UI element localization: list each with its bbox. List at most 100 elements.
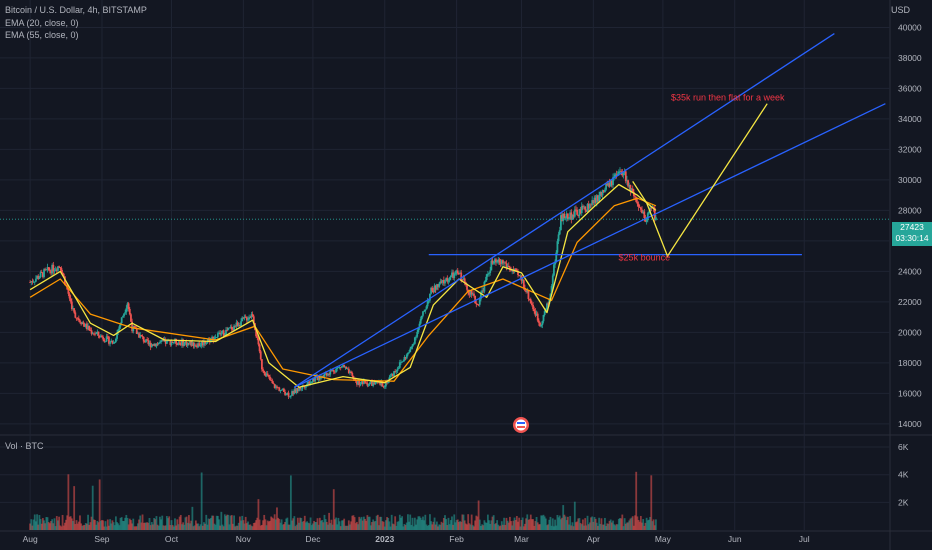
- volume-bar: [163, 525, 166, 530]
- currency-label[interactable]: USD: [890, 5, 910, 15]
- candle-body: [620, 171, 623, 173]
- flag-stripe-red: [517, 426, 525, 428]
- volume-bar: [394, 516, 397, 530]
- volume-bar: [220, 511, 223, 530]
- candle-body: [397, 367, 400, 369]
- candle-body: [458, 273, 460, 275]
- trendline-lower: [294, 103, 886, 388]
- volume-bar: [503, 517, 506, 530]
- volume-bar: [342, 520, 344, 530]
- volume-bar: [381, 521, 384, 530]
- candle-body: [480, 292, 482, 300]
- candle-body: [532, 305, 534, 310]
- candle-body: [492, 261, 495, 264]
- event-marker[interactable]: [513, 417, 529, 433]
- candle-body: [622, 172, 625, 176]
- ema20-legend[interactable]: EMA (20, close, 0): [5, 17, 79, 28]
- candle-body: [102, 337, 105, 340]
- volume-bar: [199, 524, 202, 530]
- last-price-tag: 27423 03:30:14: [892, 222, 932, 246]
- volume-bar: [183, 524, 186, 530]
- candle-body: [476, 304, 479, 305]
- volume-bar: [69, 516, 72, 530]
- candle-body: [96, 331, 99, 334]
- candle-body: [191, 342, 194, 346]
- volume-tick-label: 4K: [898, 470, 909, 480]
- volume-bar: [506, 520, 509, 530]
- candle-body: [427, 300, 430, 302]
- volume-bar: [191, 506, 194, 530]
- candle-body: [573, 209, 576, 217]
- volume-bar: [415, 524, 417, 530]
- volume-bar: [401, 516, 404, 530]
- volume-bar: [386, 517, 388, 530]
- volume-legend[interactable]: Vol · BTC: [5, 441, 44, 451]
- candle-body: [643, 211, 646, 219]
- candle-body: [335, 368, 337, 373]
- volume-bar: [55, 516, 58, 530]
- volume-bar: [170, 520, 173, 530]
- candle-body: [161, 340, 164, 341]
- candle-body: [515, 270, 518, 272]
- candle-body: [285, 394, 288, 396]
- volume-bar: [235, 525, 238, 530]
- candle-body: [72, 308, 74, 310]
- volume-bar: [139, 515, 142, 530]
- volume-bar: [32, 519, 35, 530]
- volume-bar: [636, 516, 639, 530]
- candle-body: [474, 295, 477, 304]
- volume-bar: [287, 524, 290, 530]
- candle-body: [233, 325, 235, 330]
- volume-bar: [91, 485, 94, 530]
- volume-bar: [453, 514, 456, 530]
- candle-body: [433, 285, 436, 293]
- candle-body: [146, 339, 149, 341]
- volume-bar: [146, 522, 149, 530]
- volume-bar: [650, 475, 653, 530]
- volume-bar: [74, 524, 77, 530]
- volume-bar: [117, 523, 120, 530]
- candle-body: [251, 314, 254, 317]
- volume-bar: [535, 516, 538, 530]
- candle-body: [81, 322, 84, 325]
- volume-bar: [240, 520, 242, 530]
- volume-bar: [242, 520, 245, 530]
- volume-bar: [568, 524, 570, 530]
- volume-bar: [201, 525, 204, 530]
- bar-countdown: 03:30:14: [895, 233, 929, 243]
- candle-body: [187, 342, 190, 344]
- volume-bar: [601, 524, 604, 530]
- volume-bar: [35, 521, 37, 530]
- volume-bar: [43, 520, 45, 530]
- candle-body: [248, 317, 251, 320]
- candle-body: [621, 171, 624, 176]
- volume-bar: [325, 521, 328, 530]
- candle-body: [383, 386, 386, 388]
- volume-bar: [237, 522, 240, 530]
- volume-bar: [334, 519, 336, 530]
- volume-bar: [383, 526, 386, 530]
- volume-bar: [597, 525, 599, 530]
- candle-body: [535, 313, 538, 316]
- drawings[interactable]: $35k run then flat for a week $25k bounce: [0, 32, 890, 388]
- candle-body: [197, 343, 200, 348]
- volume-bar: [84, 523, 87, 530]
- candle-body: [258, 344, 261, 352]
- candle-body: [556, 241, 559, 253]
- volume-bar: [317, 524, 320, 530]
- candle-body: [153, 343, 156, 346]
- volume-bar: [419, 517, 422, 530]
- ema55-legend[interactable]: EMA (55, close, 0): [5, 30, 79, 40]
- candle-body: [47, 267, 50, 270]
- volume-bar: [130, 520, 132, 530]
- volume-bar: [570, 525, 573, 530]
- volume-bar: [571, 522, 574, 530]
- candle-body: [314, 376, 317, 382]
- candle-body: [547, 303, 550, 305]
- volume-bar: [244, 516, 247, 530]
- symbol-title[interactable]: Bitcoin / U.S. Dollar, 4h, BITSTAMP: [5, 5, 147, 15]
- candle-body: [131, 321, 134, 332]
- candle-body: [299, 387, 302, 390]
- volume-bar: [354, 523, 357, 530]
